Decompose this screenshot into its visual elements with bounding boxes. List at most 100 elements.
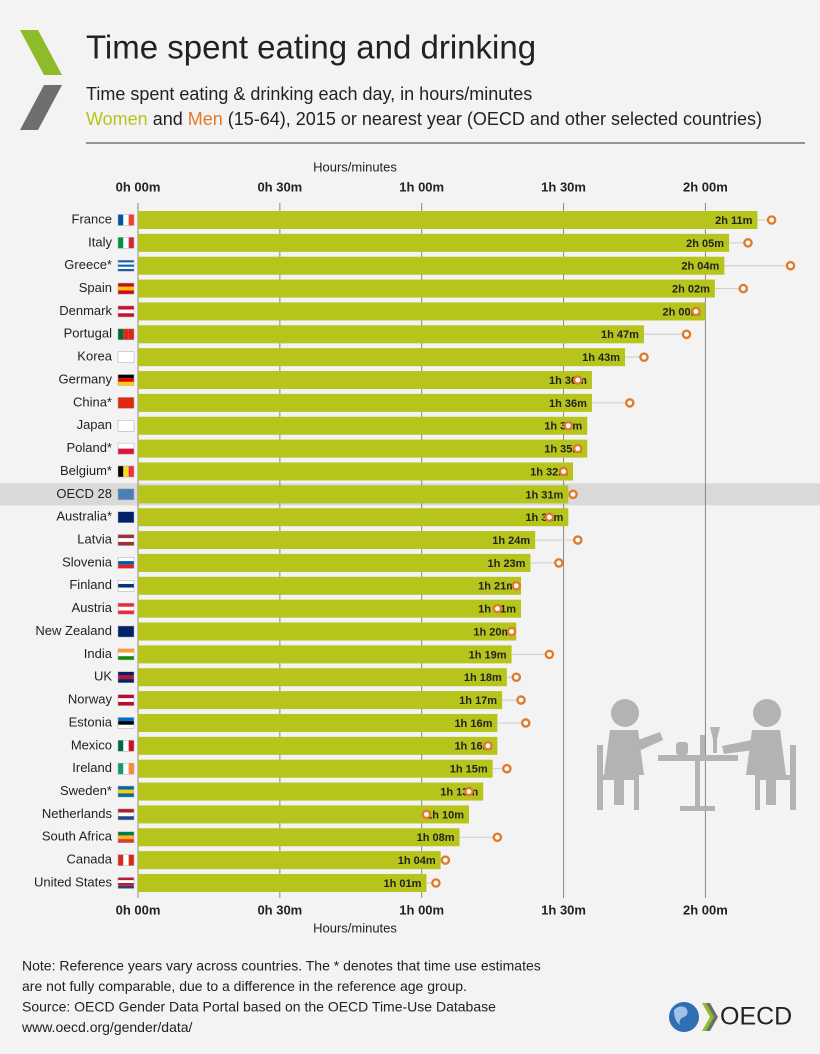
men-marker [511, 580, 522, 591]
bar-value-label: 2h 11m [715, 215, 753, 227]
bar-value-label: 1h 35m [544, 421, 582, 433]
flag-stripe [118, 237, 124, 249]
flag-stripe [118, 717, 134, 722]
x-axis-title: Hours/minutes [313, 159, 397, 174]
y-tick-label: Portugal [64, 326, 113, 341]
flag-stripe [118, 763, 124, 775]
flag-stripe [118, 286, 134, 291]
bar [138, 668, 507, 687]
men-marker [558, 466, 569, 477]
flag-border [117, 625, 135, 638]
bar-value-label: 1h 19m [469, 649, 507, 661]
bar [138, 393, 592, 412]
y-tick-label: India [84, 646, 113, 661]
men-marker [681, 329, 692, 340]
flag-stripe [118, 603, 134, 607]
y-tick-label: Ireland [72, 760, 112, 775]
y-tick-label: France [72, 211, 112, 226]
x-axis-title: Hours/minutes [313, 920, 397, 935]
flag-stripe [118, 606, 134, 611]
bar [138, 233, 730, 252]
bar [138, 736, 498, 755]
men-marker [483, 741, 493, 751]
y-tick-label: Denmark [59, 303, 112, 318]
y-tick-label: Netherlands [42, 806, 113, 821]
bar-value-label: 1h 35m [544, 444, 582, 456]
flag-border [117, 351, 135, 363]
bar [138, 416, 588, 435]
y-tick-label: Italy [88, 234, 112, 249]
men-marker [516, 695, 526, 705]
y-tick-label: Austria [72, 600, 113, 615]
men-marker [572, 535, 583, 545]
legend-joiner: and [153, 109, 183, 129]
flag-stripe [118, 465, 124, 477]
men-marker [624, 398, 635, 408]
flag-stripe [123, 854, 129, 866]
men-marker [639, 352, 649, 362]
bar-value-label: 1h 23m [488, 558, 526, 570]
men-marker [506, 626, 517, 637]
chart-subtitle: Time spent eating & drinking each day, i… [86, 84, 532, 104]
men-marker [738, 283, 749, 294]
bar-value-label: 1h 17m [459, 695, 497, 707]
flag-border [117, 259, 135, 272]
men-marker [785, 260, 796, 271]
flag-stripe [118, 264, 134, 267]
flag-stripe [118, 812, 134, 817]
flag-border [117, 648, 135, 661]
bar-value-label: 1h 31m [525, 489, 563, 501]
bar [138, 553, 531, 572]
chart-title: Time spent eating and drinking [86, 29, 536, 66]
flag-stripe [118, 541, 134, 546]
flag-stripe [118, 561, 134, 565]
men-marker [766, 215, 777, 225]
flag-stripe [118, 854, 124, 866]
bar-value-label: 2h 04m [681, 261, 719, 273]
flag-stripe [118, 351, 134, 363]
men-marker [421, 809, 432, 820]
flag-border [117, 831, 135, 844]
flag-stripe [118, 786, 134, 790]
y-tick-label: Canada [66, 852, 112, 867]
footer-note: www.oecd.org/gender/data/ [21, 1019, 193, 1035]
bar [138, 256, 725, 275]
flag-border [117, 511, 135, 523]
footer: Note: Reference years vary across countr… [21, 958, 541, 1036]
flag-border [117, 877, 135, 889]
dining-icon [597, 699, 796, 811]
bar [138, 576, 522, 595]
men-marker [502, 763, 512, 774]
flag-stripe [118, 564, 134, 569]
flag-stripe [118, 283, 134, 287]
bar [138, 485, 569, 504]
flag-stripe [123, 328, 129, 340]
bar-value-label: 1h 15m [450, 764, 488, 776]
bar-value-label: 1h 43m [582, 352, 620, 364]
flag-stripe [118, 260, 134, 263]
flag-stripe [118, 448, 134, 455]
bar-value-label: 2h 05m [686, 238, 724, 250]
flag-stripe [118, 397, 134, 409]
flag-border [117, 762, 135, 775]
y-tick-label: Belgium* [60, 463, 112, 478]
flag-stripe [118, 309, 134, 314]
bar [138, 782, 484, 801]
y-tick-label: Korea [77, 349, 112, 364]
x-tick-label: 2h 00m [683, 179, 728, 194]
flag-stripe [118, 557, 134, 562]
flag-stripe [118, 266, 134, 270]
men-marker [520, 718, 531, 728]
flag-stripe [118, 610, 134, 615]
y-tick-label: Norway [68, 692, 113, 707]
x-tick-label: 1h 30m [541, 179, 586, 194]
flag-stripe [118, 580, 134, 584]
flag-border [117, 488, 135, 501]
bar [138, 851, 441, 870]
flag-stripe [128, 237, 134, 249]
flag-stripe [118, 877, 134, 881]
men-marker [492, 832, 503, 843]
x-tick-label: 0h 00m [116, 902, 161, 917]
x-tick-label: 1h 30m [541, 902, 586, 917]
flag-stripe [118, 262, 134, 265]
